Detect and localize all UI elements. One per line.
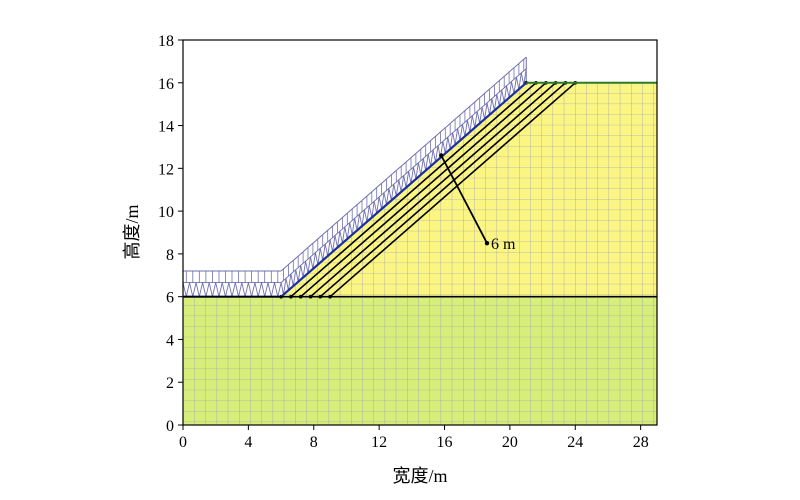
annotation-leader-line — [440, 155, 488, 244]
load-arrow-icon — [215, 282, 223, 297]
y-tick-label: 14 — [158, 119, 174, 136]
reinforcement-layer — [329, 82, 576, 298]
y-tick-label: 6 — [166, 290, 174, 307]
load-arrow-icon — [319, 242, 326, 261]
reinforcement-layer — [290, 82, 537, 298]
reinforcement-layer — [300, 82, 547, 298]
x-tick-label: 0 — [179, 434, 187, 451]
y-tick-label: 4 — [166, 332, 174, 349]
load-arrow-icon — [195, 282, 204, 297]
embankment-mesh — [183, 82, 657, 297]
load-arrow-icon — [183, 282, 191, 297]
y-tick-label: 18 — [158, 33, 174, 50]
x-tick-label: 12 — [371, 434, 387, 451]
load-arrow-icon — [305, 255, 312, 274]
load-arrow-icon — [208, 282, 217, 297]
reinforcement-layer — [309, 82, 557, 298]
x-tick-label: 28 — [633, 434, 649, 451]
x-tick-label: 8 — [310, 434, 318, 451]
length-annotation: 6 m — [439, 153, 516, 253]
x-tick-label: 20 — [502, 434, 518, 451]
x-axis-title: 宽度/m — [392, 466, 447, 486]
load-top-line — [280, 56, 527, 272]
foundation-mesh — [183, 296, 657, 425]
x-tick-label: 24 — [567, 434, 583, 451]
load-arrow-icon — [241, 282, 249, 297]
load-arrow-icon — [188, 282, 197, 297]
reinforcement-layers — [279, 81, 578, 299]
load-arrow-icon — [457, 123, 464, 141]
load-arrow-icon — [373, 195, 380, 214]
load-arrow-icon — [349, 217, 356, 235]
load-arrow-icon — [437, 140, 444, 158]
reinforcement-layer — [319, 82, 567, 298]
annotation-start-point — [439, 153, 444, 158]
load-arrow-icon — [368, 200, 375, 218]
plot-frame — [182, 39, 658, 426]
load-arrow-icon — [481, 101, 488, 120]
load-arrow-icon — [413, 161, 420, 180]
y-axis-title: 高度/m — [122, 204, 142, 259]
load-arrow-icon — [393, 178, 400, 197]
load-arrow-icon — [452, 127, 459, 145]
load-arrow-icon — [486, 97, 493, 115]
load-arrow-icon — [324, 238, 331, 257]
load-arrow-icon — [363, 204, 370, 222]
x-axis: 0 4 8 12 16 20 24 28 — [179, 425, 649, 451]
annotation-end-point — [484, 240, 490, 246]
annotation-label: 6 m — [491, 236, 516, 253]
load-arrow-icon — [417, 157, 424, 175]
load-arrow-icon — [310, 251, 317, 269]
load-arrow-icon — [273, 282, 282, 297]
y-tick-label: 12 — [158, 161, 174, 178]
y-tick-label: 8 — [166, 247, 174, 264]
y-tick-label: 16 — [158, 76, 174, 93]
load-arrow-icon — [285, 272, 292, 291]
y-tick-label: 2 — [166, 375, 174, 392]
load-arrow-icon — [398, 174, 405, 192]
load-arrow-icon — [462, 118, 469, 137]
load-arrow-icon — [329, 234, 336, 252]
load-arrow-icon — [506, 80, 513, 98]
distributed-load — [183, 56, 527, 297]
y-tick-label: 0 — [166, 418, 174, 435]
x-tick-label: 16 — [437, 434, 453, 451]
load-arrow-icon — [247, 282, 256, 297]
load-arrow-icon — [260, 282, 269, 297]
load-arrow-icon — [228, 282, 236, 297]
load-arrow-icon — [354, 212, 361, 231]
load-arrow-icon — [254, 282, 263, 297]
x-tick-label: 4 — [244, 434, 252, 451]
plot-area — [183, 56, 657, 425]
load-arrow-icon — [408, 165, 415, 184]
load-arrow-icon — [442, 135, 449, 154]
load-arrow-icon — [280, 277, 287, 295]
y-axis: 0 2 4 6 8 10 12 14 16 18 — [158, 33, 183, 435]
load-arrow-icon — [234, 282, 243, 297]
y-tick-label: 10 — [158, 204, 174, 221]
load-arrow-icon — [267, 282, 276, 297]
load-arrow-icon — [221, 282, 230, 297]
load-arrow-icon — [202, 282, 210, 297]
